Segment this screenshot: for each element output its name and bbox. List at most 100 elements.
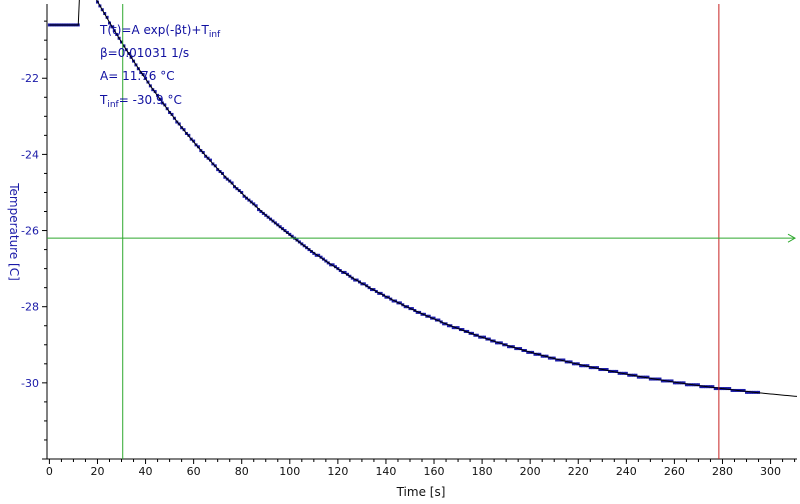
data-point xyxy=(745,390,749,394)
x-tick-label: 260 xyxy=(664,465,685,478)
data-point xyxy=(634,373,638,377)
cursor-layer[interactable] xyxy=(47,4,797,459)
x-tick-label: 120 xyxy=(327,465,348,478)
data-point xyxy=(533,352,537,356)
data-point xyxy=(716,387,720,391)
data-point xyxy=(483,335,486,339)
data-point xyxy=(442,322,446,326)
data-point xyxy=(329,263,333,267)
data-point xyxy=(384,295,388,299)
data-point xyxy=(658,377,662,381)
data-point xyxy=(605,368,609,372)
data-point xyxy=(670,379,674,383)
data-point xyxy=(254,204,258,208)
data-point xyxy=(519,347,523,351)
data-point xyxy=(312,251,316,255)
data-point xyxy=(595,366,599,370)
x-axis-ticks: 0 20 40 60 80 100 120 140 160 180 200 220 240 260 280 3… xyxy=(46,459,796,478)
data-point xyxy=(420,312,424,316)
data-point xyxy=(192,139,196,143)
data-point xyxy=(499,341,503,345)
data-point xyxy=(216,168,220,172)
data-point xyxy=(586,364,590,368)
data-point xyxy=(684,383,688,387)
data-point xyxy=(579,364,583,368)
data-point xyxy=(230,181,234,185)
data-point xyxy=(571,362,575,366)
data-point xyxy=(331,263,335,267)
x-tick-label: 100 xyxy=(279,465,300,478)
data-point xyxy=(660,379,664,383)
data-point xyxy=(687,383,691,387)
data-point xyxy=(713,387,717,391)
data-point xyxy=(153,90,157,94)
x-tick-label: 40 xyxy=(139,465,153,478)
x-tick-label: 20 xyxy=(90,465,104,478)
data-point xyxy=(432,316,436,320)
data-point xyxy=(343,270,347,274)
data-point xyxy=(711,385,715,389)
data-point xyxy=(699,385,703,389)
data-point xyxy=(495,341,499,345)
data-point xyxy=(370,288,374,292)
data-point xyxy=(478,335,482,339)
data-point xyxy=(562,358,566,362)
x-tick-label: 140 xyxy=(375,465,396,478)
data-point xyxy=(511,345,515,349)
data-point xyxy=(415,310,419,314)
data-point xyxy=(437,318,441,322)
data-point xyxy=(507,345,511,349)
x-tick-label: 60 xyxy=(187,465,201,478)
data-point xyxy=(540,354,544,358)
x-tick-label: 300 xyxy=(760,465,781,478)
data-point xyxy=(377,291,381,295)
data-point xyxy=(487,337,491,341)
x-tick-label: 0 xyxy=(46,465,53,478)
fit-tinf: Tinf= -30.9 °C xyxy=(99,93,182,110)
y-tick-label: -22 xyxy=(21,72,39,85)
data-point xyxy=(569,360,573,364)
y-tick-label: -24 xyxy=(21,148,39,161)
data-point xyxy=(427,314,431,318)
y-axis-label: Temperature [C] xyxy=(7,182,21,281)
data-point xyxy=(627,373,631,377)
data-point xyxy=(141,72,145,76)
data-point xyxy=(615,369,619,373)
data-point xyxy=(728,387,732,391)
y-tick-label: -30 xyxy=(21,377,39,390)
x-tick-label: 220 xyxy=(568,465,589,478)
fit-beta: β=0.01031 1/s xyxy=(100,46,189,60)
fit-annotation: T(t)=A exp(-βt)+Tinf β=0.01031 1/s A= 11… xyxy=(99,23,221,110)
data-point xyxy=(648,377,652,381)
x-tick-label: 200 xyxy=(520,465,541,478)
x-tick-label: 160 xyxy=(424,465,445,478)
data-point xyxy=(598,368,602,372)
data-point xyxy=(410,307,414,311)
data-point xyxy=(617,371,621,375)
data-point xyxy=(461,328,465,332)
data-point xyxy=(257,208,261,212)
data-point xyxy=(588,366,592,370)
cursor-arrow-icon[interactable] xyxy=(787,233,797,243)
data-point xyxy=(747,390,751,394)
data-point xyxy=(317,253,321,257)
data-point xyxy=(555,358,559,362)
data-point xyxy=(547,356,551,360)
data-point xyxy=(672,381,676,385)
data-point xyxy=(379,291,383,295)
fit-amplitude: A= 11.76 °C xyxy=(100,69,175,83)
data-point xyxy=(446,324,450,328)
data-point xyxy=(742,388,746,392)
fit-formula: T(t)=A exp(-βt)+Tinf xyxy=(99,23,221,40)
x-axis-label: Time [s] xyxy=(396,485,446,499)
data-point xyxy=(514,347,518,351)
data-point xyxy=(730,388,734,392)
data-point xyxy=(398,301,402,305)
x-tick-label: 180 xyxy=(472,465,493,478)
data-point xyxy=(208,158,212,162)
y-tick-label: -28 xyxy=(21,301,39,314)
y-tick-label: -26 xyxy=(21,225,39,238)
data-point xyxy=(696,383,700,387)
data-point xyxy=(526,350,530,354)
